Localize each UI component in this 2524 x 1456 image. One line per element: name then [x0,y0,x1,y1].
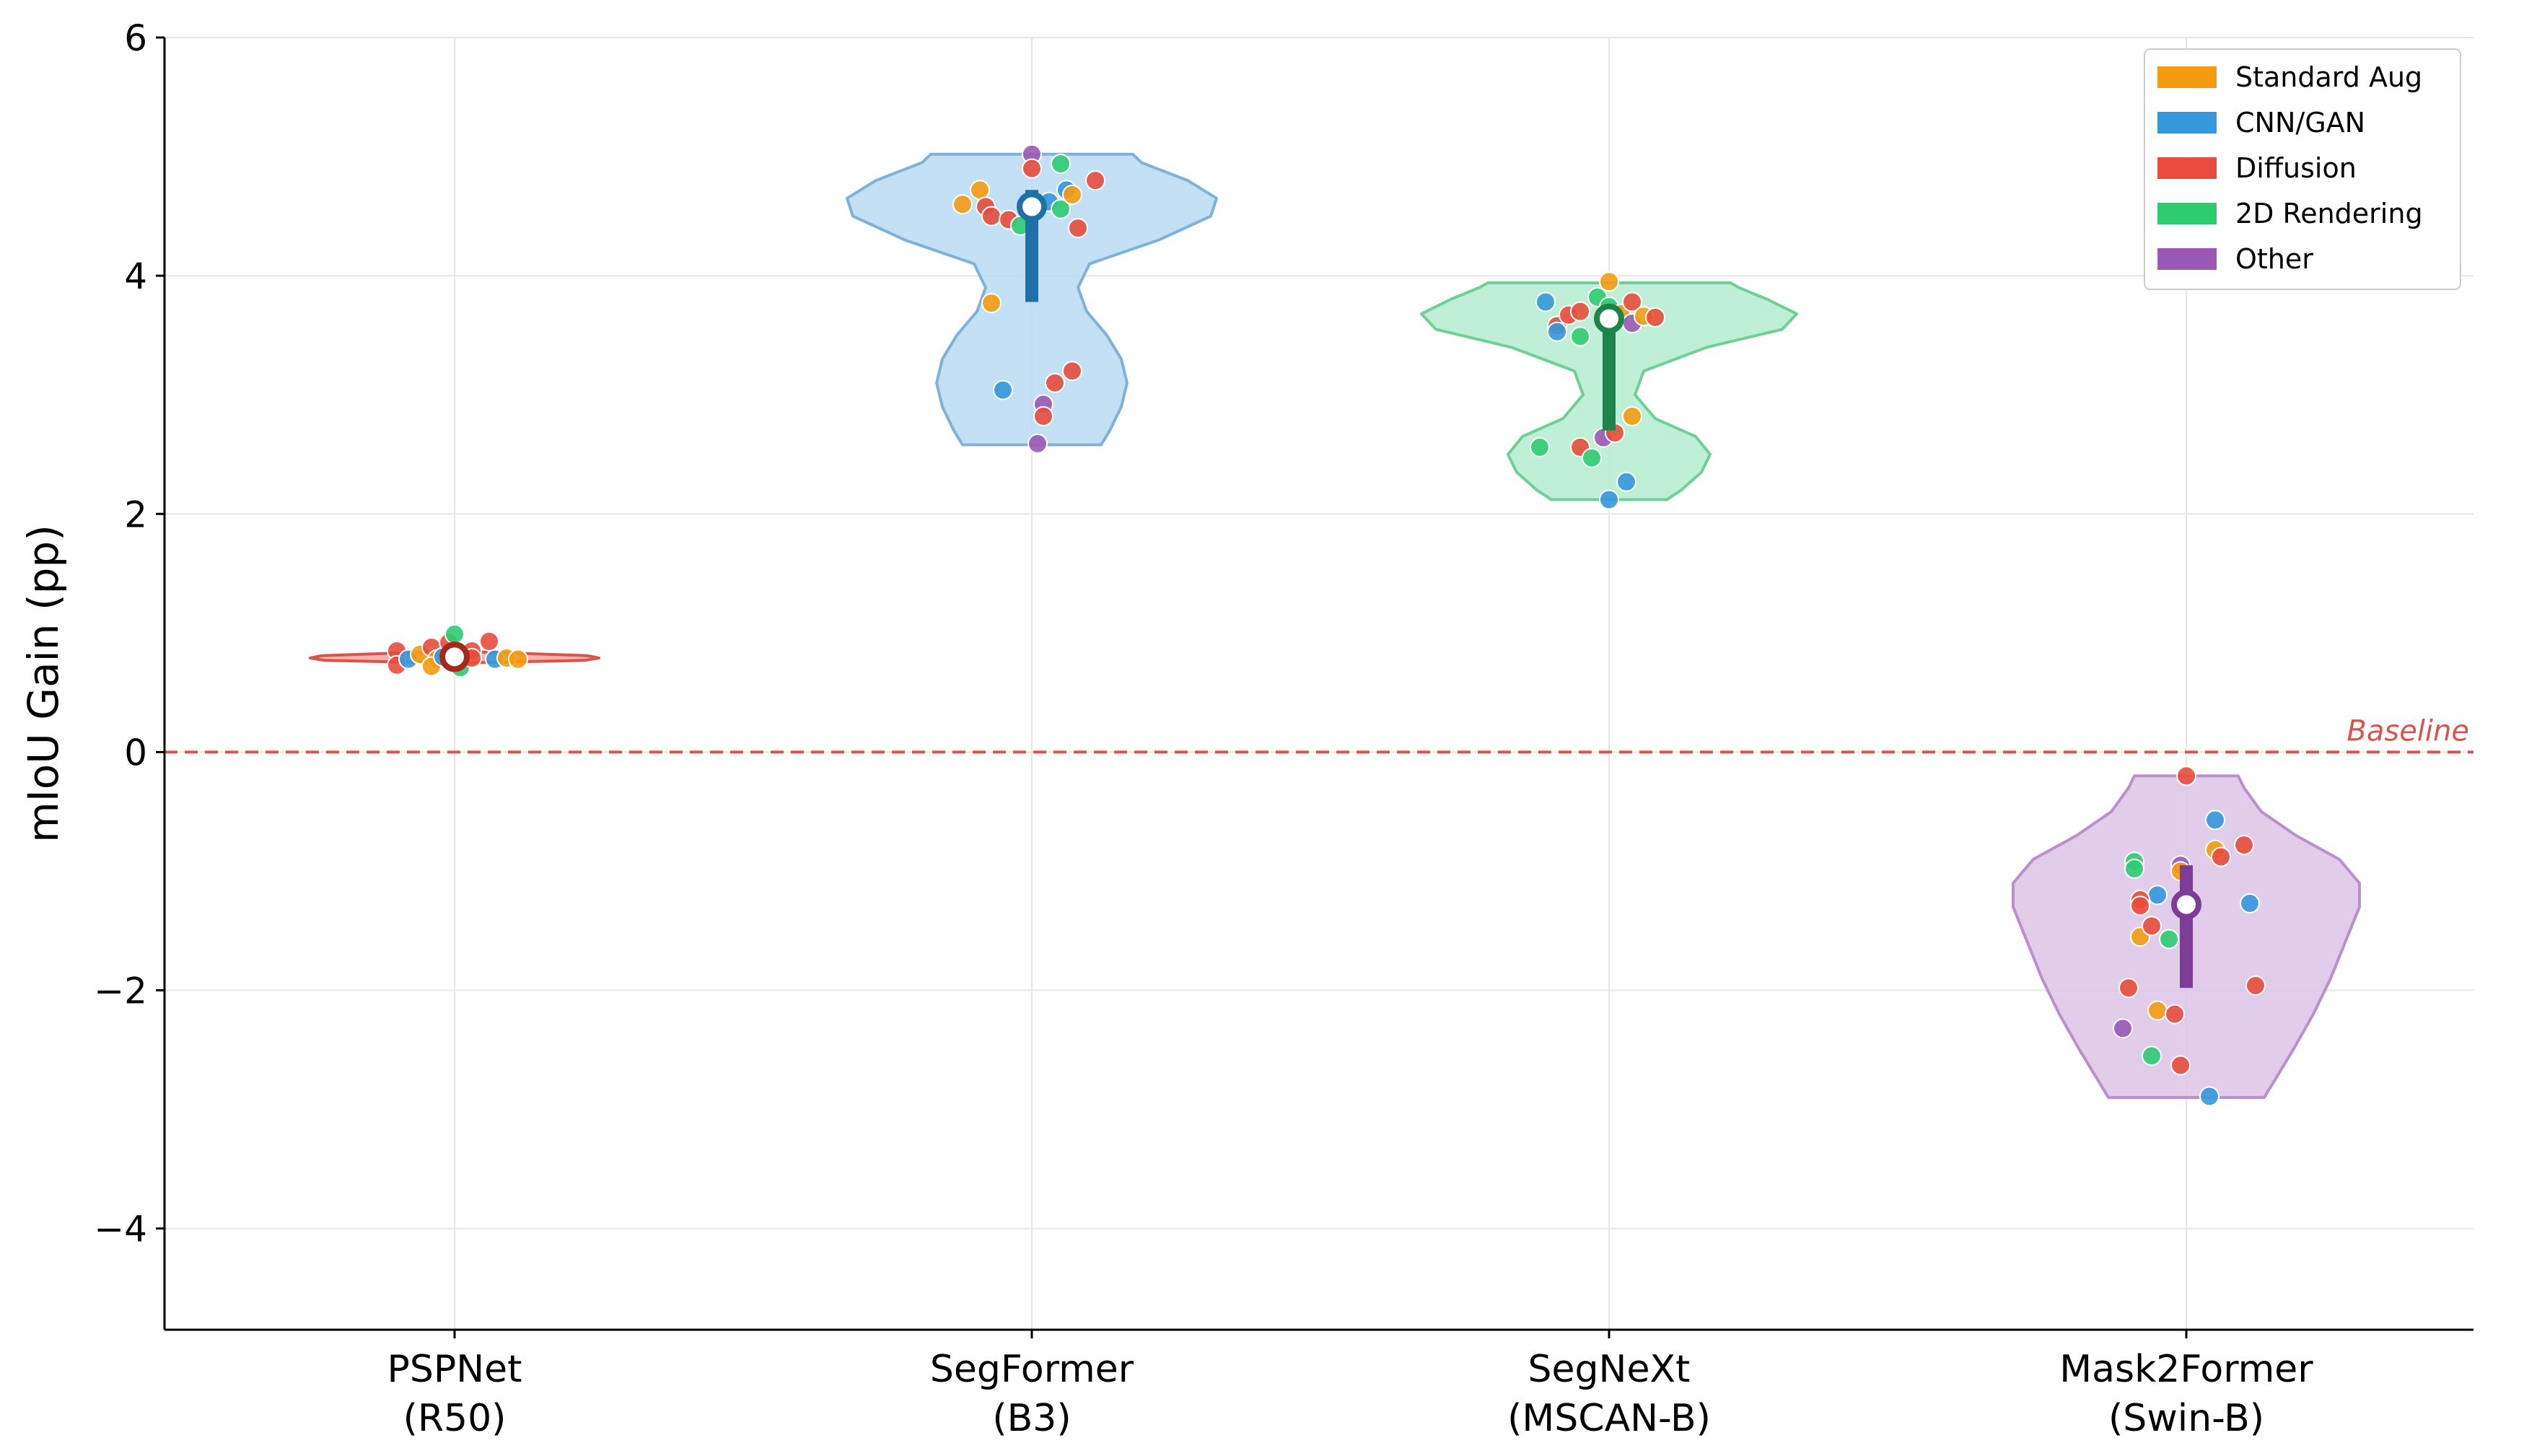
legend-label: Other [2235,243,2313,275]
data-point [2211,846,2231,867]
data-point [2245,975,2266,996]
data-point [1022,158,1042,179]
y-tick-label: 6 [124,17,147,59]
data-point [1033,405,1053,426]
data-point [1051,153,1071,174]
data-point [1085,170,1105,191]
legend-label: 2D Rendering [2235,198,2423,229]
baseline-label: Baseline [2346,714,2469,747]
y-tick-label: 4 [124,255,147,297]
legend: Standard Aug CNN/GAN Diffusion 2D Rendering… [2144,48,2461,290]
data-point [2113,1018,2133,1039]
y-tick-label: −2 [94,970,147,1012]
x-tick-label-name: PSPNet [387,1348,522,1391]
x-tick-label-name: Mask2Former [2059,1348,2313,1391]
data-point [2118,978,2139,999]
legend-box [2144,48,2461,290]
data-point [2240,893,2260,914]
median-marker [1594,303,1624,334]
data-point [1616,471,1636,492]
legend-swatch [2157,157,2217,179]
data-point [2142,1045,2162,1066]
legend-label: Diffusion [2235,152,2357,184]
x-tick-label-variant: (B3) [992,1397,1071,1440]
x-tick-label-variant: (R50) [403,1397,507,1440]
data-point [444,623,465,644]
data-point [981,206,1002,227]
data-point [2205,810,2225,830]
legend-swatch [2157,112,2217,133]
median-marker [1017,191,1047,222]
data-point [508,649,528,670]
data-point [1599,271,1619,292]
x-tick-label-variant: (MSCAN-B) [1507,1397,1711,1440]
data-point [1622,291,1642,312]
legend-swatch [2157,66,2217,88]
legend-label: Standard Aug [2235,61,2422,93]
data-point [479,631,499,652]
y-tick-label: 2 [124,494,147,535]
median-markers [439,190,2201,988]
data-point [1570,301,1590,322]
median-marker [2171,889,2201,920]
data-point [981,293,1002,314]
x-tick-label-variant: (Swin-B) [2108,1397,2264,1440]
data-point [1570,326,1590,347]
data-point [2176,766,2196,786]
data-point [970,180,990,201]
data-point [1068,218,1088,239]
y-axis-title: mIoU Gain (pp) [19,525,68,843]
data-point [1530,437,1550,457]
data-point [2199,1086,2220,1107]
y-tick-label: 0 [124,732,147,773]
legend-label: CNN/GAN [2235,107,2365,139]
x-tick-label-name: SegNeXt [1528,1348,1691,1391]
data-point [1547,321,1567,342]
data-point [2170,1055,2191,1076]
x-tick-labels: PSPNet (R50) SegFormer (B3) SegNeXt (MSCAN-B)… [387,1348,2313,1440]
data-point [993,380,1013,400]
data-point [2234,835,2254,856]
data-point [2124,859,2144,880]
data-point [2165,1004,2185,1025]
data-point [1051,198,1071,219]
data-point [2159,929,2179,950]
data-point [952,194,973,215]
y-tick-label: −4 [94,1209,147,1250]
legend-swatch [2157,203,2217,224]
median-marker [439,641,470,672]
data-point [2130,895,2150,916]
data-point [1045,372,1065,393]
data-point [1535,291,1556,312]
axes [156,36,2473,1338]
data-point [2147,885,2168,905]
data-point [1062,184,1082,205]
data-point [1622,405,1642,426]
data-point [2147,1000,2168,1021]
data-point [2142,916,2162,937]
y-tick-labels: −4 −2 0 2 4 6 [94,17,147,1250]
data-point [1645,307,1665,328]
legend-swatch [2157,248,2217,270]
data-points [387,144,2266,1107]
data-point [1027,433,1048,454]
data-point [1062,361,1082,382]
data-point [1582,447,1602,468]
x-tick-label-name: SegFormer [930,1348,1134,1391]
data-point [1599,489,1619,510]
